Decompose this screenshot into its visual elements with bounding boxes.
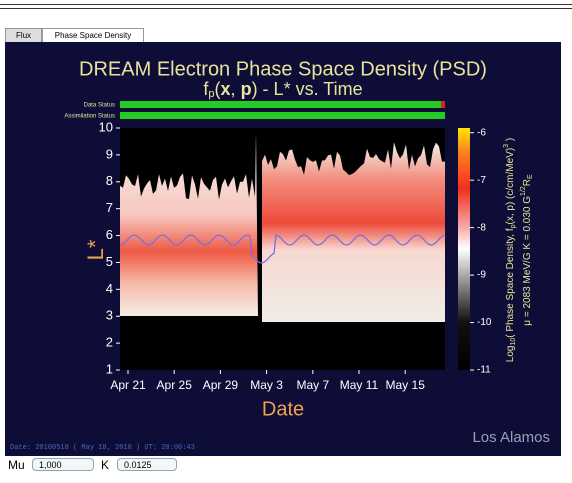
y-tick-label: 1 xyxy=(106,361,113,376)
heatmap-region xyxy=(120,132,258,316)
y-tick-label: 6 xyxy=(106,227,113,242)
k-select[interactable]: 0.0125 xyxy=(117,458,177,471)
chart: DREAM Electron Phase Space Density (PSD)… xyxy=(5,42,561,456)
y-tick-label: 2 xyxy=(106,335,113,350)
status-label: Assimilation Status xyxy=(64,114,115,120)
k-label: K xyxy=(101,458,110,472)
status-label: Data Status xyxy=(84,103,115,109)
colorbar xyxy=(458,128,470,370)
y-tick-label: 10 xyxy=(99,119,113,134)
tab-active[interactable]: Phase Space Density xyxy=(42,28,144,43)
tab[interactable]: Flux xyxy=(5,28,42,43)
colorbar-tick-label: -10 xyxy=(477,317,492,328)
rule xyxy=(0,4,572,9)
colorbar-tick-label: -8 xyxy=(477,222,486,233)
mlt-trace xyxy=(119,234,445,264)
subtitle: fp(x, p) - L* vs. Time xyxy=(203,79,362,100)
status-flag xyxy=(441,101,445,108)
logo: Los Alamos xyxy=(472,429,550,446)
colorbar-tick-label: -6 xyxy=(477,127,486,138)
status-bar xyxy=(120,101,445,108)
x-tick-label: Apr 25 xyxy=(157,378,193,392)
x-tick-label: Apr 29 xyxy=(203,378,239,392)
colorbar-tick-label: -7 xyxy=(477,175,486,186)
x-tick-label: May 7 xyxy=(296,378,329,392)
y-tick-label: 4 xyxy=(106,281,113,296)
y-axis-label: L* xyxy=(83,239,108,260)
mu-select[interactable]: 1,000 xyxy=(32,458,94,471)
title: DREAM Electron Phase Space Density (PSD) xyxy=(79,58,487,80)
y-tick-label: 8 xyxy=(106,173,113,188)
footer: Date: 20100518 ( May 18, 2010 ) UT: 20:0… xyxy=(10,444,195,452)
y-tick-label: 5 xyxy=(106,254,113,269)
heatmap-region xyxy=(262,142,445,322)
y-tick-label: 7 xyxy=(106,200,113,215)
y-tick-label: 9 xyxy=(106,146,113,161)
colorbar-tick-label: -11 xyxy=(477,365,491,376)
heatmap xyxy=(119,128,445,370)
status-bar xyxy=(120,112,445,119)
colorbar-label: Log10( Phase Space Density, fp(x, p) (c/… xyxy=(503,138,517,362)
x-axis-label: Date xyxy=(262,398,304,420)
mu-label: Mu xyxy=(8,458,25,472)
x-tick-label: Apr 21 xyxy=(110,378,146,392)
colorbar-label: μ = 2083 MeV/G K = 0.030 G1/2RE xyxy=(520,174,534,326)
x-tick-label: May 3 xyxy=(250,378,283,392)
x-tick-label: May 15 xyxy=(386,378,426,392)
colorbar-tick-label: -9 xyxy=(477,270,486,281)
y-tick-label: 3 xyxy=(106,308,113,323)
x-tick-label: May 11 xyxy=(340,378,379,392)
